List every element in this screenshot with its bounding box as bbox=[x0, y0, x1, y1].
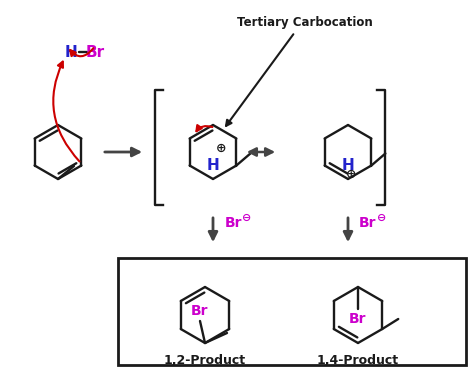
Text: H: H bbox=[342, 158, 355, 173]
Text: 1,2-Product: 1,2-Product bbox=[164, 354, 246, 367]
Text: Br: Br bbox=[85, 45, 105, 59]
Text: H: H bbox=[207, 158, 219, 173]
Text: ⊖: ⊖ bbox=[377, 213, 387, 223]
Text: Br: Br bbox=[191, 304, 209, 318]
Text: Tertiary Carbocation: Tertiary Carbocation bbox=[237, 16, 373, 29]
Text: ⊕: ⊕ bbox=[216, 141, 226, 154]
Text: Br: Br bbox=[349, 312, 367, 326]
Text: 1,4-Product: 1,4-Product bbox=[317, 354, 399, 367]
Text: ⊕: ⊕ bbox=[346, 167, 356, 181]
Text: Br: Br bbox=[224, 216, 242, 230]
Text: H: H bbox=[64, 45, 77, 59]
Text: ⊖: ⊖ bbox=[242, 213, 252, 223]
FancyBboxPatch shape bbox=[118, 258, 466, 365]
Text: Br: Br bbox=[359, 216, 377, 230]
